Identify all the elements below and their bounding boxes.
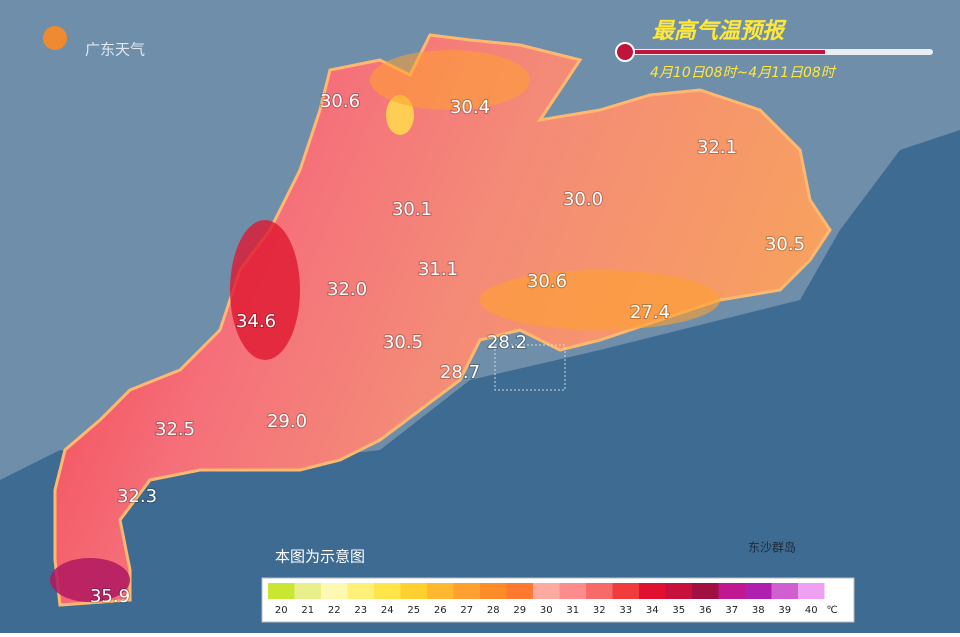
legend-label: 38	[752, 605, 765, 616]
temperature-label: 28.7	[440, 362, 480, 383]
legend-label: 20	[275, 605, 288, 616]
temperature-label: 32.5	[155, 419, 195, 440]
legend-label: 30	[540, 605, 553, 616]
legend-label: 26	[434, 605, 447, 616]
temperature-label: 30.0	[563, 189, 603, 210]
temperature-label: 32.0	[327, 279, 367, 300]
legend-label: 39	[778, 605, 791, 616]
legend-swatch	[347, 583, 374, 599]
legend-label: 21	[301, 605, 314, 616]
temperature-label: 35.9	[90, 586, 130, 607]
legend-swatch	[453, 583, 480, 599]
legend-label: 23	[354, 605, 367, 616]
legend-swatch	[400, 583, 427, 599]
temperature-label: 32.1	[697, 137, 737, 158]
legend-label: 24	[381, 605, 394, 616]
temperature-label: 32.3	[117, 486, 157, 507]
legend-unit: ℃	[827, 605, 838, 616]
hot-zone	[50, 558, 130, 602]
legend-swatch	[321, 583, 348, 599]
cool-zone	[370, 50, 530, 110]
legend-swatch	[718, 583, 745, 599]
legend-label: 27	[460, 605, 473, 616]
legend-label: 33	[619, 605, 632, 616]
legend-label: 34	[646, 605, 659, 616]
legend-swatch	[506, 583, 533, 599]
thermometer-bulb	[615, 42, 635, 62]
guangdong	[53, 33, 832, 607]
legend-swatch	[294, 583, 321, 599]
logo-icon	[43, 26, 67, 50]
legend-swatch	[639, 583, 666, 599]
place-label: 东沙群岛	[748, 540, 796, 555]
legend-label: 37	[725, 605, 738, 616]
inset-box	[494, 344, 566, 391]
temperature-label: 30.5	[383, 332, 423, 353]
logo-text: 广东天气	[85, 41, 145, 59]
temperature-label: 27.4	[630, 302, 670, 323]
temperature-label: 30.4	[450, 97, 490, 118]
legend-label: 40	[805, 605, 818, 616]
legend-swatch	[745, 583, 772, 599]
hot-zone	[230, 220, 300, 360]
legend-swatch	[533, 583, 560, 599]
legend-label: 32	[593, 605, 606, 616]
legend-swatch	[798, 583, 825, 599]
temperature-label: 34.6	[236, 311, 276, 332]
legend-label: 25	[407, 605, 420, 616]
legend-swatch	[771, 583, 798, 599]
legend-swatch	[665, 583, 692, 599]
legend-label: 22	[328, 605, 341, 616]
legend-label: 28	[487, 605, 500, 616]
temperature-label: 30.5	[765, 234, 805, 255]
legend-label: 31	[566, 605, 579, 616]
temperature-label: 29.0	[267, 411, 307, 432]
legend-label: 35	[672, 605, 685, 616]
temperature-label: 28.2	[487, 332, 527, 353]
legend-swatch	[559, 583, 586, 599]
temperature-label: 31.1	[418, 259, 458, 280]
temperature-label: 30.1	[392, 199, 432, 220]
title: 最高气温预报	[652, 18, 787, 44]
legend-swatch	[480, 583, 507, 599]
legend-label: 36	[699, 605, 712, 616]
legend-label: 29	[513, 605, 526, 616]
legend-swatch	[268, 583, 295, 599]
legend-swatch	[586, 583, 613, 599]
period: 4月10日08时~4月11日08时	[650, 65, 837, 81]
legend-swatch	[612, 583, 639, 599]
legend-swatch	[374, 583, 401, 599]
cool-zone	[480, 270, 720, 330]
temperature-label: 30.6	[527, 271, 567, 292]
legend-swatch	[427, 583, 454, 599]
legend-swatch	[692, 583, 719, 599]
note: 本图为示意图	[275, 548, 365, 566]
temperature-label: 30.6	[320, 91, 360, 112]
